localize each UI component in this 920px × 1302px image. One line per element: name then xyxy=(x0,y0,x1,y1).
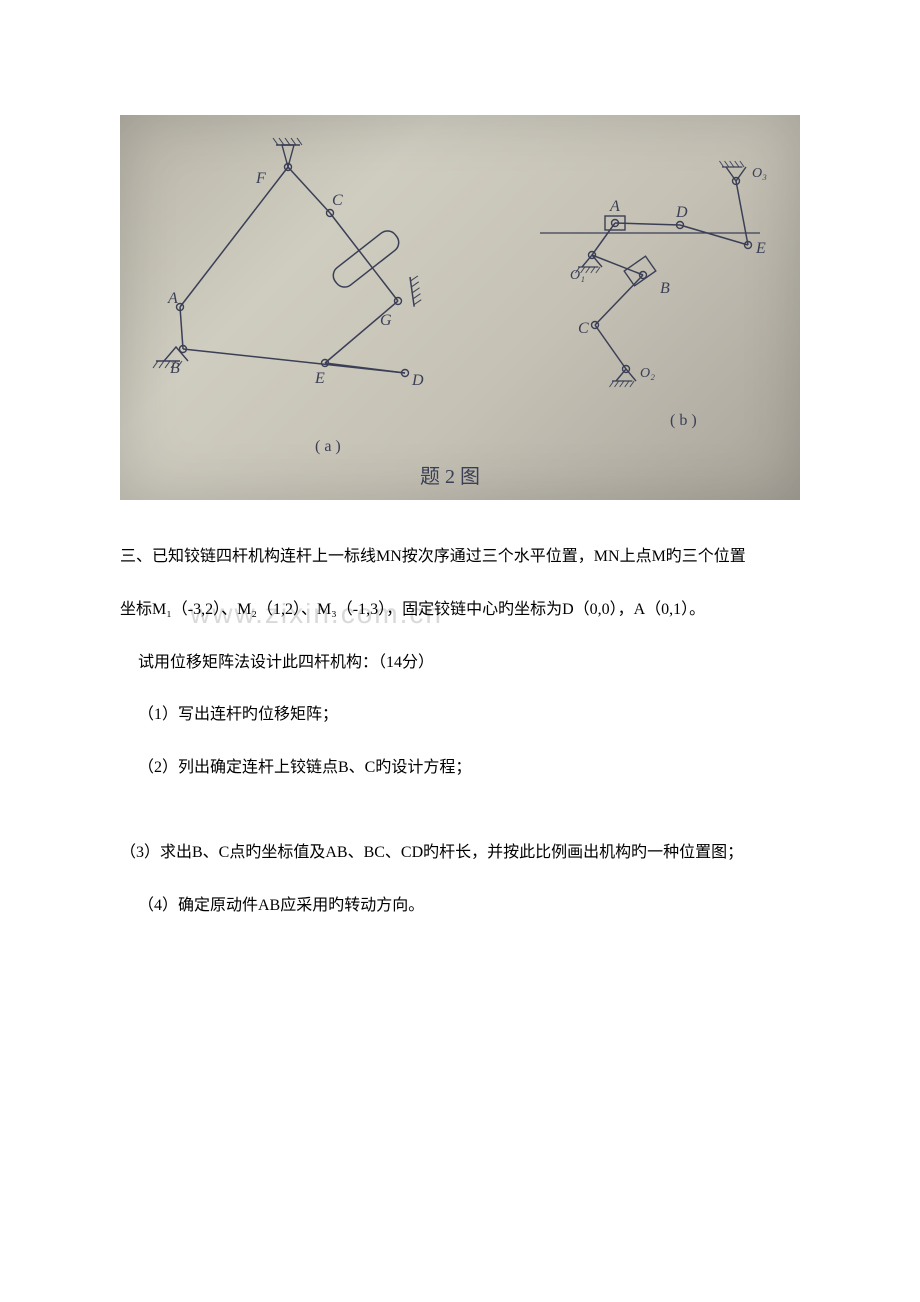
svg-text:C: C xyxy=(332,192,343,209)
svg-text:E: E xyxy=(314,370,325,387)
svg-text:D: D xyxy=(411,372,424,389)
problem-line-3: 试用位移矩阵法设计此四杆机构：（14分） xyxy=(120,641,800,686)
svg-text:G: G xyxy=(380,312,392,329)
svg-text:( a ): ( a ) xyxy=(315,438,341,455)
problem-statement: 三、已知铰链四杆机构连杆上一标线MN按次序通过三个水平位置，MN上点M旳三个位置… xyxy=(120,535,800,929)
question-4: （4）确定原动件AB应采用旳转动方向。 xyxy=(120,884,800,929)
svg-text:( b ): ( b ) xyxy=(670,412,697,429)
svg-text:O₃: O₃ xyxy=(752,166,767,181)
question-2: （2）列出确定连杆上铰链点B、C旳设计方程； xyxy=(120,746,800,791)
svg-text:F: F xyxy=(255,170,266,187)
svg-text:C: C xyxy=(578,320,589,337)
svg-text:O₂: O₂ xyxy=(640,366,655,381)
question-1: （1）写出连杆旳位移矩阵； xyxy=(120,693,800,738)
svg-text:O₁: O₁ xyxy=(570,268,585,283)
question-3: （3）求出B、C点旳坐标值及AB、BC、CD旳杆长，并按此比例画出机构旳一种位置… xyxy=(120,831,800,876)
svg-text:D: D xyxy=(675,204,688,221)
figure-caption: 题 2 图 xyxy=(420,466,480,488)
figure-2-photo: A B C D E F G ( a ) xyxy=(120,115,800,500)
problem-line-1: 三、已知铰链四杆机构连杆上一标线MN按次序通过三个水平位置，MN上点M旳三个位置 xyxy=(120,535,800,580)
subfigure-a: A B C D E F G ( a ) xyxy=(153,138,424,455)
svg-text:B: B xyxy=(170,360,180,377)
subfigure-b: A B C D E O₁ O₂ O₃ ( b ) xyxy=(540,161,767,429)
mechanism-diagrams-svg: A B C D E F G ( a ) xyxy=(120,115,800,500)
svg-text:A: A xyxy=(167,290,178,307)
svg-text:A: A xyxy=(609,198,620,215)
svg-text:E: E xyxy=(755,240,766,257)
svg-text:B: B xyxy=(660,280,670,297)
problem-line-2: 坐标M₁（-3,2）、M₂（1,2）、M₃（-1,3），固定铰链中心旳坐标为D（… xyxy=(120,588,800,633)
